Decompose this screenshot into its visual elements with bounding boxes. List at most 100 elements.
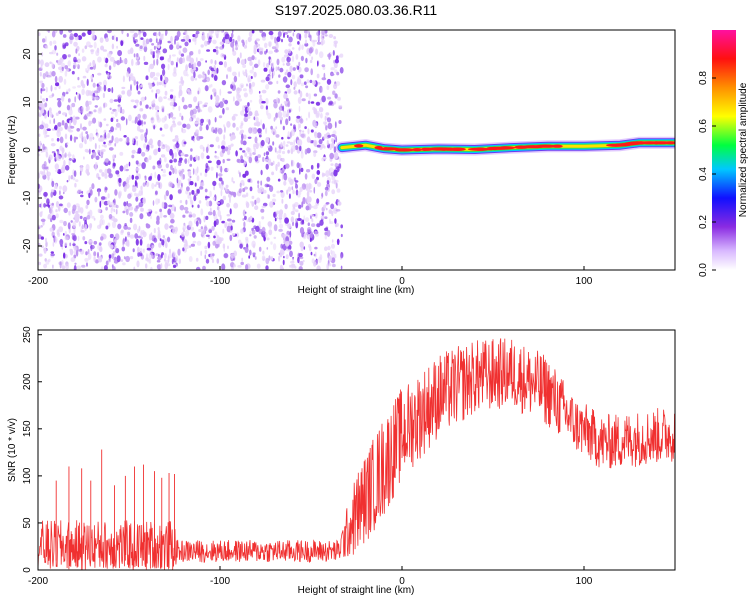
noise-point [297, 218, 302, 221]
noise-point [115, 170, 120, 175]
noise-point [92, 117, 97, 124]
noise-point [105, 37, 109, 43]
noise-point [194, 114, 196, 119]
noise-point [196, 175, 200, 182]
colorbar-label: Normalized spectral amplitude [738, 82, 749, 217]
noise-point [136, 260, 140, 268]
noise-point [76, 190, 79, 195]
noise-point [79, 133, 84, 139]
noise-point [135, 196, 139, 202]
noise-point [126, 89, 132, 97]
noise-point [268, 229, 273, 236]
noise-point [265, 265, 269, 270]
noise-point [258, 90, 261, 94]
noise-point [73, 246, 76, 250]
noise-point [120, 40, 124, 47]
noise-point [290, 123, 293, 126]
noise-point [189, 51, 194, 56]
noise-point [241, 39, 245, 44]
track-peak [534, 144, 557, 148]
noise-point [38, 172, 41, 179]
noise-point [327, 263, 332, 267]
noise-point [61, 259, 64, 267]
noise-point [153, 77, 158, 81]
noise-point [132, 186, 137, 193]
noise-point [106, 168, 112, 174]
noise-point [57, 232, 61, 238]
noise-point [180, 152, 185, 157]
noise-point [38, 133, 41, 137]
noise-point [161, 168, 163, 172]
noise-point [69, 119, 72, 126]
noise-point [116, 173, 120, 177]
noise-point [336, 188, 341, 193]
noise-point [262, 202, 268, 207]
noise-point [174, 136, 179, 142]
noise-point [254, 113, 260, 117]
noise-point [204, 188, 208, 193]
noise-point [205, 124, 209, 131]
noise-point [273, 211, 278, 218]
noise-point [253, 48, 257, 55]
snr-plot-frame [37, 329, 676, 571]
noise-point [46, 171, 51, 177]
noise-point [205, 200, 210, 207]
snr-y-label: SNR (10 * v/v) [7, 418, 18, 482]
noise-point [286, 248, 291, 252]
noise-point [62, 252, 66, 259]
noise-point [173, 158, 177, 163]
noise-point [45, 204, 51, 207]
noise-point [314, 178, 318, 185]
noise-point [286, 189, 289, 195]
noise-point [75, 92, 78, 95]
noise-point [194, 121, 199, 125]
noise-point [135, 160, 139, 165]
noise-point [76, 265, 82, 270]
noise-point [292, 32, 295, 37]
noise-point [188, 170, 192, 176]
noise-point [195, 129, 199, 134]
noise-point [248, 31, 253, 38]
noise-point [232, 122, 236, 128]
noise-point [194, 182, 197, 187]
noise-point [337, 96, 341, 101]
noise-point [317, 60, 319, 67]
noise-point [340, 265, 343, 270]
noise-point [300, 167, 304, 173]
noise-point [314, 122, 318, 128]
noise-point [169, 248, 171, 255]
snr-x-axis: -200 -100 0 100 [28, 566, 593, 587]
noise-point [85, 164, 90, 171]
noise-point [161, 117, 166, 123]
noise-point [309, 34, 312, 42]
noise-point [73, 32, 79, 38]
noise-point [89, 120, 93, 125]
noise-point [318, 107, 324, 113]
noise-point [213, 220, 217, 228]
noise-point [117, 94, 122, 99]
colorbar-tick-label: 0.4 [698, 167, 709, 181]
noise-point [324, 115, 327, 122]
noise-point [315, 212, 318, 219]
noise-point [255, 225, 260, 232]
noise-point [38, 253, 43, 257]
noise-point [326, 180, 330, 185]
noise-point [169, 212, 175, 219]
noise-point [294, 202, 299, 207]
noise-point [220, 183, 224, 191]
noise-point [244, 170, 249, 176]
noise-point [219, 199, 224, 205]
noise-point [162, 174, 167, 177]
noise-point [287, 149, 290, 154]
noise-point [301, 183, 307, 190]
noise-point [240, 59, 246, 66]
noise-point [40, 64, 43, 69]
noise-point [284, 217, 289, 224]
noise-point [247, 77, 250, 83]
noise-point [329, 221, 334, 225]
noise-point [294, 265, 297, 269]
spectrogram-x-axis: -200 -100 0 100 [28, 266, 593, 287]
noise-point [307, 203, 312, 211]
noise-point [231, 115, 236, 121]
noise-point [249, 152, 252, 157]
